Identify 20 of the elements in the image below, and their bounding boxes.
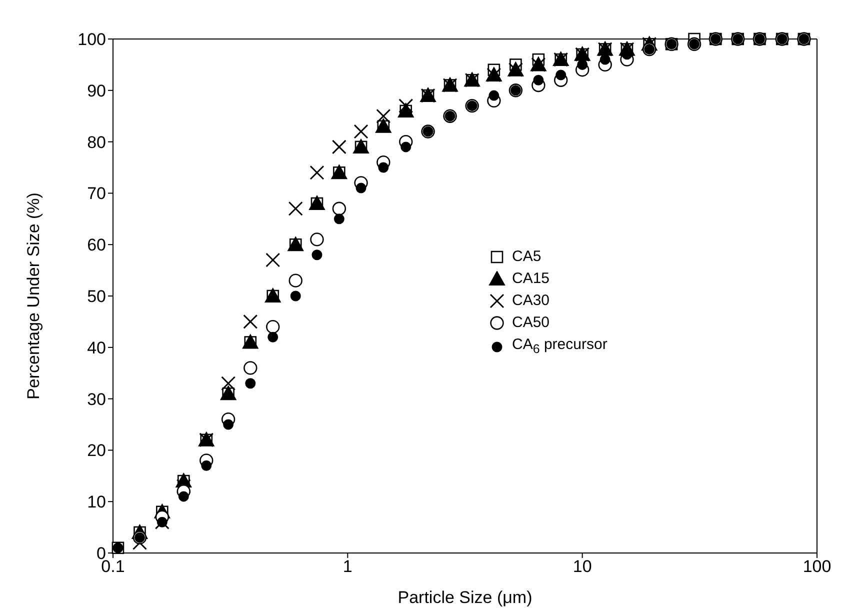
- x-tick-label: 10: [572, 557, 592, 576]
- y-tick-label: 90: [87, 81, 106, 100]
- y-tick-label: 10: [87, 492, 106, 512]
- legend-label: CA15: [512, 269, 550, 289]
- y-tick-label: 60: [87, 236, 106, 255]
- y-tick-label: 30: [87, 390, 106, 409]
- y-tick-label: 80: [87, 132, 106, 152]
- x-tick-label: 1: [342, 557, 352, 576]
- legend-label: CA30: [512, 291, 550, 311]
- y-tick-label: 50: [87, 287, 106, 306]
- x-axis-title: Particle Size (μm): [398, 588, 532, 607]
- legend-label: CA5: [512, 247, 542, 267]
- y-tick-label: 100: [78, 30, 106, 50]
- y-tick-label: 20: [87, 441, 106, 460]
- y-tick-label: 40: [87, 338, 106, 358]
- y-axis-title: Percentage Under Size (%): [24, 192, 44, 400]
- y-tick-label: 70: [87, 184, 106, 204]
- legend-label: CA50: [512, 313, 550, 333]
- legend-label: CA$_{6}$ precursor: [512, 335, 608, 358]
- x-tick-label: 100: [802, 557, 832, 576]
